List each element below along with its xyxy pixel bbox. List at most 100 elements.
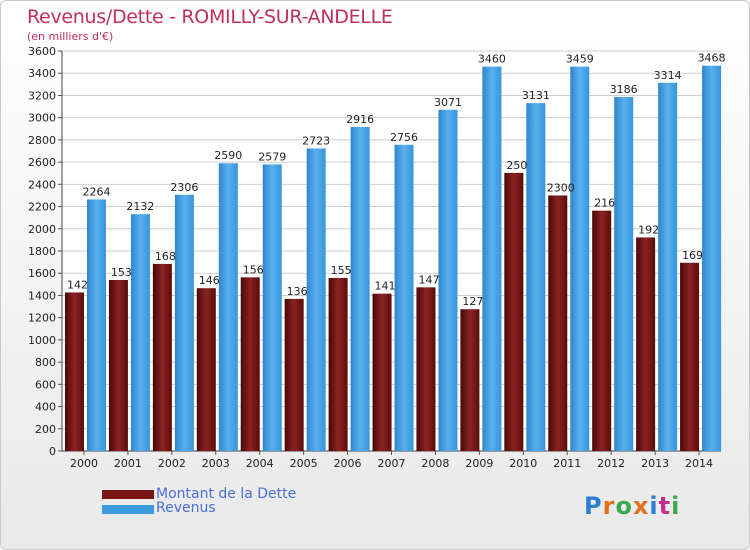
y-tick-label: 0 <box>49 445 56 458</box>
bar-revenue <box>218 163 238 451</box>
data-label-debt: 216 <box>594 197 615 210</box>
x-tick-label: 2005 <box>290 457 318 470</box>
data-label-debt: 169 <box>682 249 703 262</box>
data-label-debt: 155 <box>331 264 352 277</box>
data-label-revenue: 3468 <box>698 52 726 65</box>
bar-revenue <box>394 144 414 451</box>
bar-debt <box>108 280 128 451</box>
y-tick-label: 2200 <box>28 201 56 214</box>
y-tick-label: 1000 <box>28 334 56 347</box>
y-tick-label: 3200 <box>28 89 56 102</box>
bar-revenue <box>306 148 326 451</box>
data-label-debt: 141 <box>375 280 396 293</box>
logo-letter: P <box>584 492 603 520</box>
x-tick-label: 2011 <box>553 457 581 470</box>
x-tick-label: 2013 <box>641 457 669 470</box>
y-tick-label: 2000 <box>28 223 56 236</box>
data-label-revenue: 2723 <box>302 134 330 147</box>
data-label-revenue: 2916 <box>346 113 374 126</box>
y-tick-label: 1400 <box>28 289 56 302</box>
bar-debt <box>460 309 480 451</box>
x-tick-label: 2000 <box>70 457 98 470</box>
x-tick-label: 2003 <box>202 457 230 470</box>
logo-letter: i <box>649 492 659 520</box>
chart-subtitle: (en milliers d'€) <box>27 30 114 43</box>
legend-revenue-label: Revenus <box>156 500 216 516</box>
y-tick-label: 1600 <box>28 267 56 280</box>
bar-revenue <box>658 82 678 452</box>
bar-debt <box>680 262 700 451</box>
legend-revenue-swatch <box>102 505 154 514</box>
bar-revenue <box>702 65 722 452</box>
logo-letter: i <box>671 492 681 520</box>
logo-letter: r <box>602 492 616 520</box>
data-label-debt: 153 <box>111 266 132 279</box>
x-tick-label: 2014 <box>685 457 713 470</box>
y-tick-label: 1200 <box>28 312 56 325</box>
data-label-revenue: 2306 <box>170 181 198 194</box>
chart-title: Revenus/Dette - ROMILLY-SUR-ANDELLE <box>27 6 393 28</box>
y-tick-label: 3000 <box>28 112 56 125</box>
data-label-debt: 250 <box>506 159 527 172</box>
x-tick-label: 2006 <box>334 457 362 470</box>
bar-revenue <box>570 66 590 452</box>
y-tick-label: 3600 <box>28 45 56 58</box>
bar-debt <box>636 237 656 451</box>
x-tick-label: 2010 <box>509 457 537 470</box>
y-tick-label: 2400 <box>28 178 56 191</box>
data-label-revenue: 2579 <box>258 150 286 163</box>
y-tick-label: 2800 <box>28 134 56 147</box>
bar-revenue <box>350 127 370 451</box>
logo-letter: o <box>615 492 633 520</box>
data-label-revenue: 2264 <box>83 185 111 198</box>
x-tick-label: 2004 <box>246 457 274 470</box>
bar-debt <box>240 277 260 451</box>
bar-revenue <box>614 97 634 451</box>
data-label-revenue: 3460 <box>478 53 506 66</box>
logo-letter: t <box>658 492 672 520</box>
bar-debt <box>65 292 84 451</box>
data-label-revenue: 2756 <box>390 131 418 144</box>
data-label-revenue: 3314 <box>654 69 682 82</box>
data-label-revenue: 2132 <box>126 200 154 213</box>
data-label-debt: 147 <box>418 273 439 286</box>
bar-debt <box>416 287 436 451</box>
y-tick-label: 3400 <box>28 67 56 80</box>
bar-revenue <box>87 199 106 451</box>
bar-revenue <box>526 103 546 451</box>
bar-revenue <box>482 66 502 452</box>
bar-debt <box>504 172 524 451</box>
data-label-revenue: 2590 <box>214 149 242 162</box>
bar-debt <box>328 278 348 451</box>
bar-revenue <box>174 194 194 451</box>
bar-revenue <box>262 164 282 451</box>
bar-revenue <box>438 109 458 452</box>
y-tick-label: 400 <box>35 401 56 414</box>
x-tick-label: 2001 <box>114 457 142 470</box>
x-tick-label: 2008 <box>421 457 449 470</box>
bar-debt <box>548 195 568 451</box>
data-label-debt: 146 <box>199 274 220 287</box>
x-tick-label: 2002 <box>158 457 186 470</box>
data-label-debt: 142 <box>67 278 88 291</box>
data-label-debt: 136 <box>287 285 308 298</box>
bar-revenue <box>130 214 150 451</box>
legend-debt-label: Montant de la Dette <box>156 486 297 502</box>
proxiti-logo: Proxiti <box>584 492 680 520</box>
data-label-revenue: 3186 <box>610 83 638 96</box>
bar-debt <box>196 288 216 451</box>
bar-debt <box>372 293 392 451</box>
y-tick-label: 800 <box>35 356 56 369</box>
data-label-debt: 168 <box>155 250 176 263</box>
y-tick-label: 2600 <box>28 156 56 169</box>
data-label-debt: 2300 <box>547 181 575 194</box>
data-label-revenue: 3071 <box>434 96 462 109</box>
y-tick-label: 600 <box>35 378 56 391</box>
legend-debt-swatch <box>102 490 154 499</box>
data-label-debt: 156 <box>243 263 264 276</box>
data-label-revenue: 3459 <box>566 53 594 66</box>
bar-debt <box>284 298 304 451</box>
bar-debt <box>152 263 172 451</box>
y-tick-label: 1800 <box>28 245 56 258</box>
